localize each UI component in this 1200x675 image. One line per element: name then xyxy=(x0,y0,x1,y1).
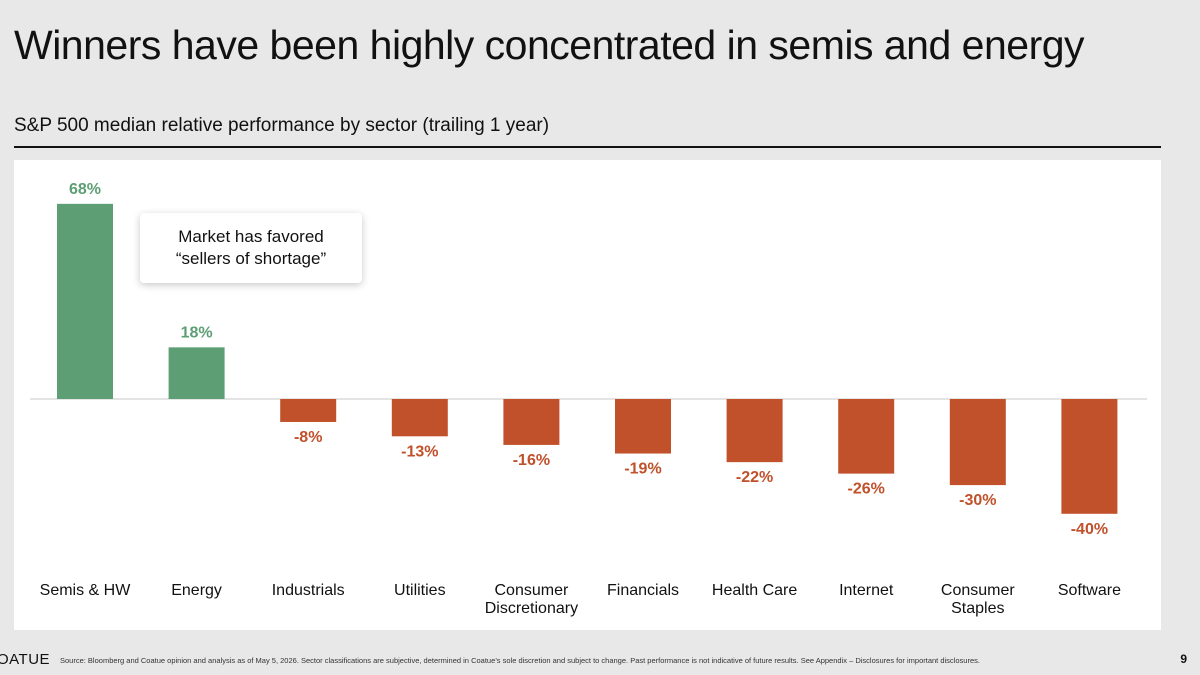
data-label-9: -40% xyxy=(1071,521,1108,538)
category-label-9: Software xyxy=(1058,582,1121,599)
category-label-4: Consumer Discretionary xyxy=(485,582,578,617)
category-label-6: Health Care xyxy=(712,582,797,599)
data-label-5: -19% xyxy=(624,461,661,478)
page-title: Winners have been highly concentrated in… xyxy=(14,22,1085,68)
callout-text: Market has favored “sellers of shortage” xyxy=(175,227,327,268)
category-label-8: Consumer Staples xyxy=(941,582,1015,617)
bar-4 xyxy=(503,399,560,445)
data-label-1: 18% xyxy=(181,324,213,341)
bar-chart: 68% Semis & HW 18% Energy -8% Industrials -13%… xyxy=(30,181,1147,617)
bar-3 xyxy=(391,399,448,437)
title-divider xyxy=(14,146,1161,148)
callout-box: Market has favored “sellers of shortage” xyxy=(140,213,362,283)
data-label-7: -26% xyxy=(848,481,885,498)
data-label-4: -16% xyxy=(513,452,550,469)
source-note: Source: Bloomberg and Coatue opinion and… xyxy=(60,656,980,665)
category-label-1: Energy xyxy=(171,582,222,599)
page-number: 9 xyxy=(1180,652,1187,666)
chart-subtitle: S&P 500 median relative performance by s… xyxy=(14,115,550,136)
bar-5 xyxy=(615,399,671,454)
data-label-8: -30% xyxy=(959,492,996,509)
coatue-logo: OATUE xyxy=(0,651,51,668)
data-label-6: -22% xyxy=(736,469,773,486)
category-label-2: Industrials xyxy=(272,582,345,599)
chart-panel: 68% Semis & HW 18% Energy -8% Industrials -13%… xyxy=(14,160,1161,630)
data-label-2: -8% xyxy=(294,429,322,446)
data-label-3: -13% xyxy=(401,443,438,460)
category-label-3: Utilities xyxy=(394,582,446,599)
bar-2 xyxy=(280,399,337,422)
category-label-0: Semis & HW xyxy=(40,582,132,599)
bar-8 xyxy=(949,399,1006,486)
bar-7 xyxy=(838,399,895,474)
bar-0 xyxy=(57,203,113,399)
data-label-0: 68% xyxy=(69,181,101,198)
bar-1 xyxy=(168,347,225,399)
bar-9 xyxy=(1061,399,1118,514)
category-label-7: Internet xyxy=(839,582,894,599)
category-label-5: Financials xyxy=(607,582,679,599)
bar-6 xyxy=(726,399,783,463)
